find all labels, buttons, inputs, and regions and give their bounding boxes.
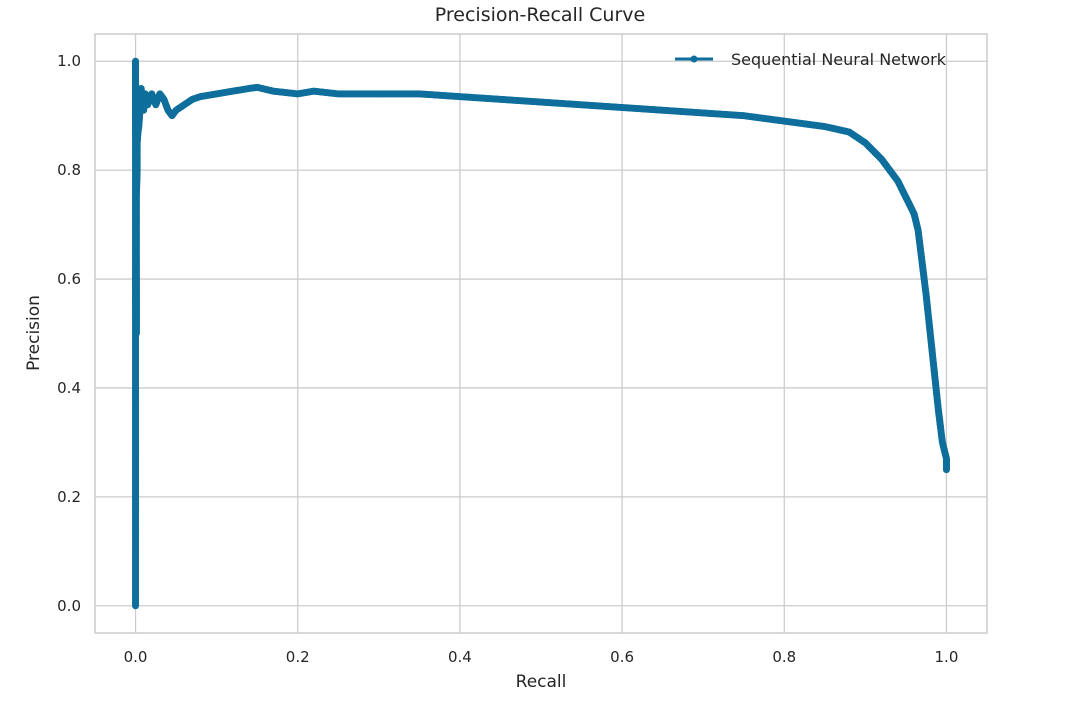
- y-axis-label: Precision: [24, 295, 44, 371]
- chart-title: Precision-Recall Curve: [435, 4, 645, 26]
- y-tick-labels: 0.0 0.2 0.4 0.6 0.8 1.0: [57, 52, 81, 615]
- x-tick-label: 0.0: [124, 648, 148, 666]
- y-tick-label: 0.6: [57, 270, 81, 288]
- legend-label: Sequential Neural Network: [731, 50, 947, 69]
- series-line: [134, 59, 948, 606]
- x-tick-labels: 0.0 0.2 0.4 0.6 0.8 1.0: [124, 648, 959, 666]
- y-tick-label: 1.0: [57, 52, 81, 70]
- legend-marker-icon: [690, 55, 698, 63]
- x-tick-label: 0.6: [610, 648, 634, 666]
- y-tick-label: 0.4: [57, 379, 81, 397]
- x-tick-label: 0.8: [772, 648, 796, 666]
- legend: Sequential Neural Network: [675, 50, 947, 69]
- plot-frame: [94, 33, 988, 634]
- y-tick-label: 0.8: [57, 161, 81, 179]
- series-layer: [132, 57, 950, 610]
- y-tick-label: 0.2: [57, 488, 81, 506]
- y-tick-label: 0.0: [57, 597, 81, 615]
- x-axis-label: Recall: [516, 672, 567, 692]
- series-sequential-neural-network: [132, 57, 950, 610]
- x-tick-label: 0.4: [448, 648, 472, 666]
- data-point: [942, 466, 950, 474]
- grid-lines: [95, 34, 987, 633]
- x-tick-label: 0.2: [286, 648, 310, 666]
- x-tick-label: 1.0: [935, 648, 959, 666]
